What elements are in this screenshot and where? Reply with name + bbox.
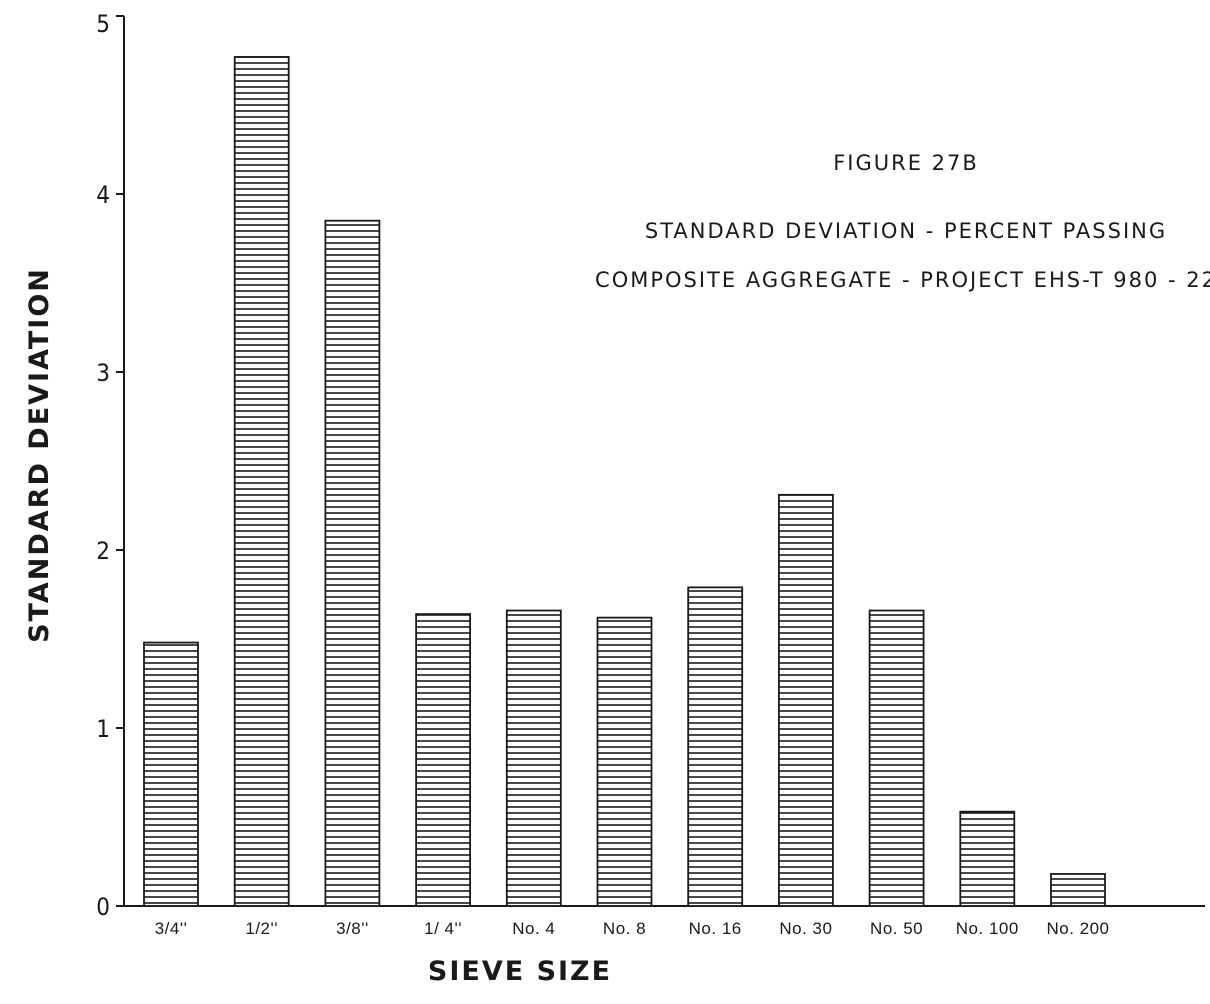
x-tick-label: No. 8	[603, 919, 646, 938]
bar	[233, 56, 290, 907]
x-tick-labels: 3/4'' 1/2'' 3/8'' 1/ 4'' No. 4 No. 8 No. 16 No.…	[155, 919, 1109, 938]
bar	[1050, 873, 1106, 907]
y-ticks: 0 1 2 3 4 5	[96, 10, 124, 921]
bar	[324, 219, 381, 907]
x-axis-label: SIEVE SIZE	[428, 956, 612, 987]
x-tick-label: 3/4''	[155, 919, 188, 938]
x-tick-label: No. 200	[1046, 919, 1109, 938]
x-tick-label: 1/2''	[245, 919, 278, 938]
bar	[778, 493, 834, 907]
y-axis-label: STANDARD DEVIATION	[24, 267, 55, 643]
y-tick-label: 2	[96, 537, 110, 565]
x-tick-label: No. 100	[956, 919, 1019, 938]
bar	[415, 613, 472, 907]
bar	[596, 616, 653, 907]
chart-title-line2: COMPOSITE AGGREGATE - PROJECT EHS-T 980 …	[595, 268, 1210, 292]
figure-label: FIGURE 27B	[833, 151, 979, 175]
bar	[505, 609, 562, 907]
bar	[959, 810, 1016, 907]
x-tick-label: 3/8''	[336, 919, 369, 938]
bar	[143, 641, 199, 907]
bar	[687, 586, 744, 907]
x-tick-label: No. 4	[512, 919, 555, 938]
x-tick-label: No. 16	[689, 919, 742, 938]
x-tick-label: No. 30	[779, 919, 832, 938]
y-tick-label: 0	[96, 893, 110, 921]
y-tick-label: 5	[96, 10, 110, 38]
chart-title-line1: STANDARD DEVIATION - PERCENT PASSING	[645, 219, 1167, 243]
bars	[143, 56, 1106, 907]
y-tick-label: 1	[96, 715, 110, 743]
x-tick-label: No. 50	[870, 919, 923, 938]
y-tick-label: 3	[96, 359, 110, 387]
x-tick-label: 1/ 4''	[424, 919, 462, 938]
bar	[868, 609, 925, 907]
y-tick-label: 4	[96, 181, 110, 209]
